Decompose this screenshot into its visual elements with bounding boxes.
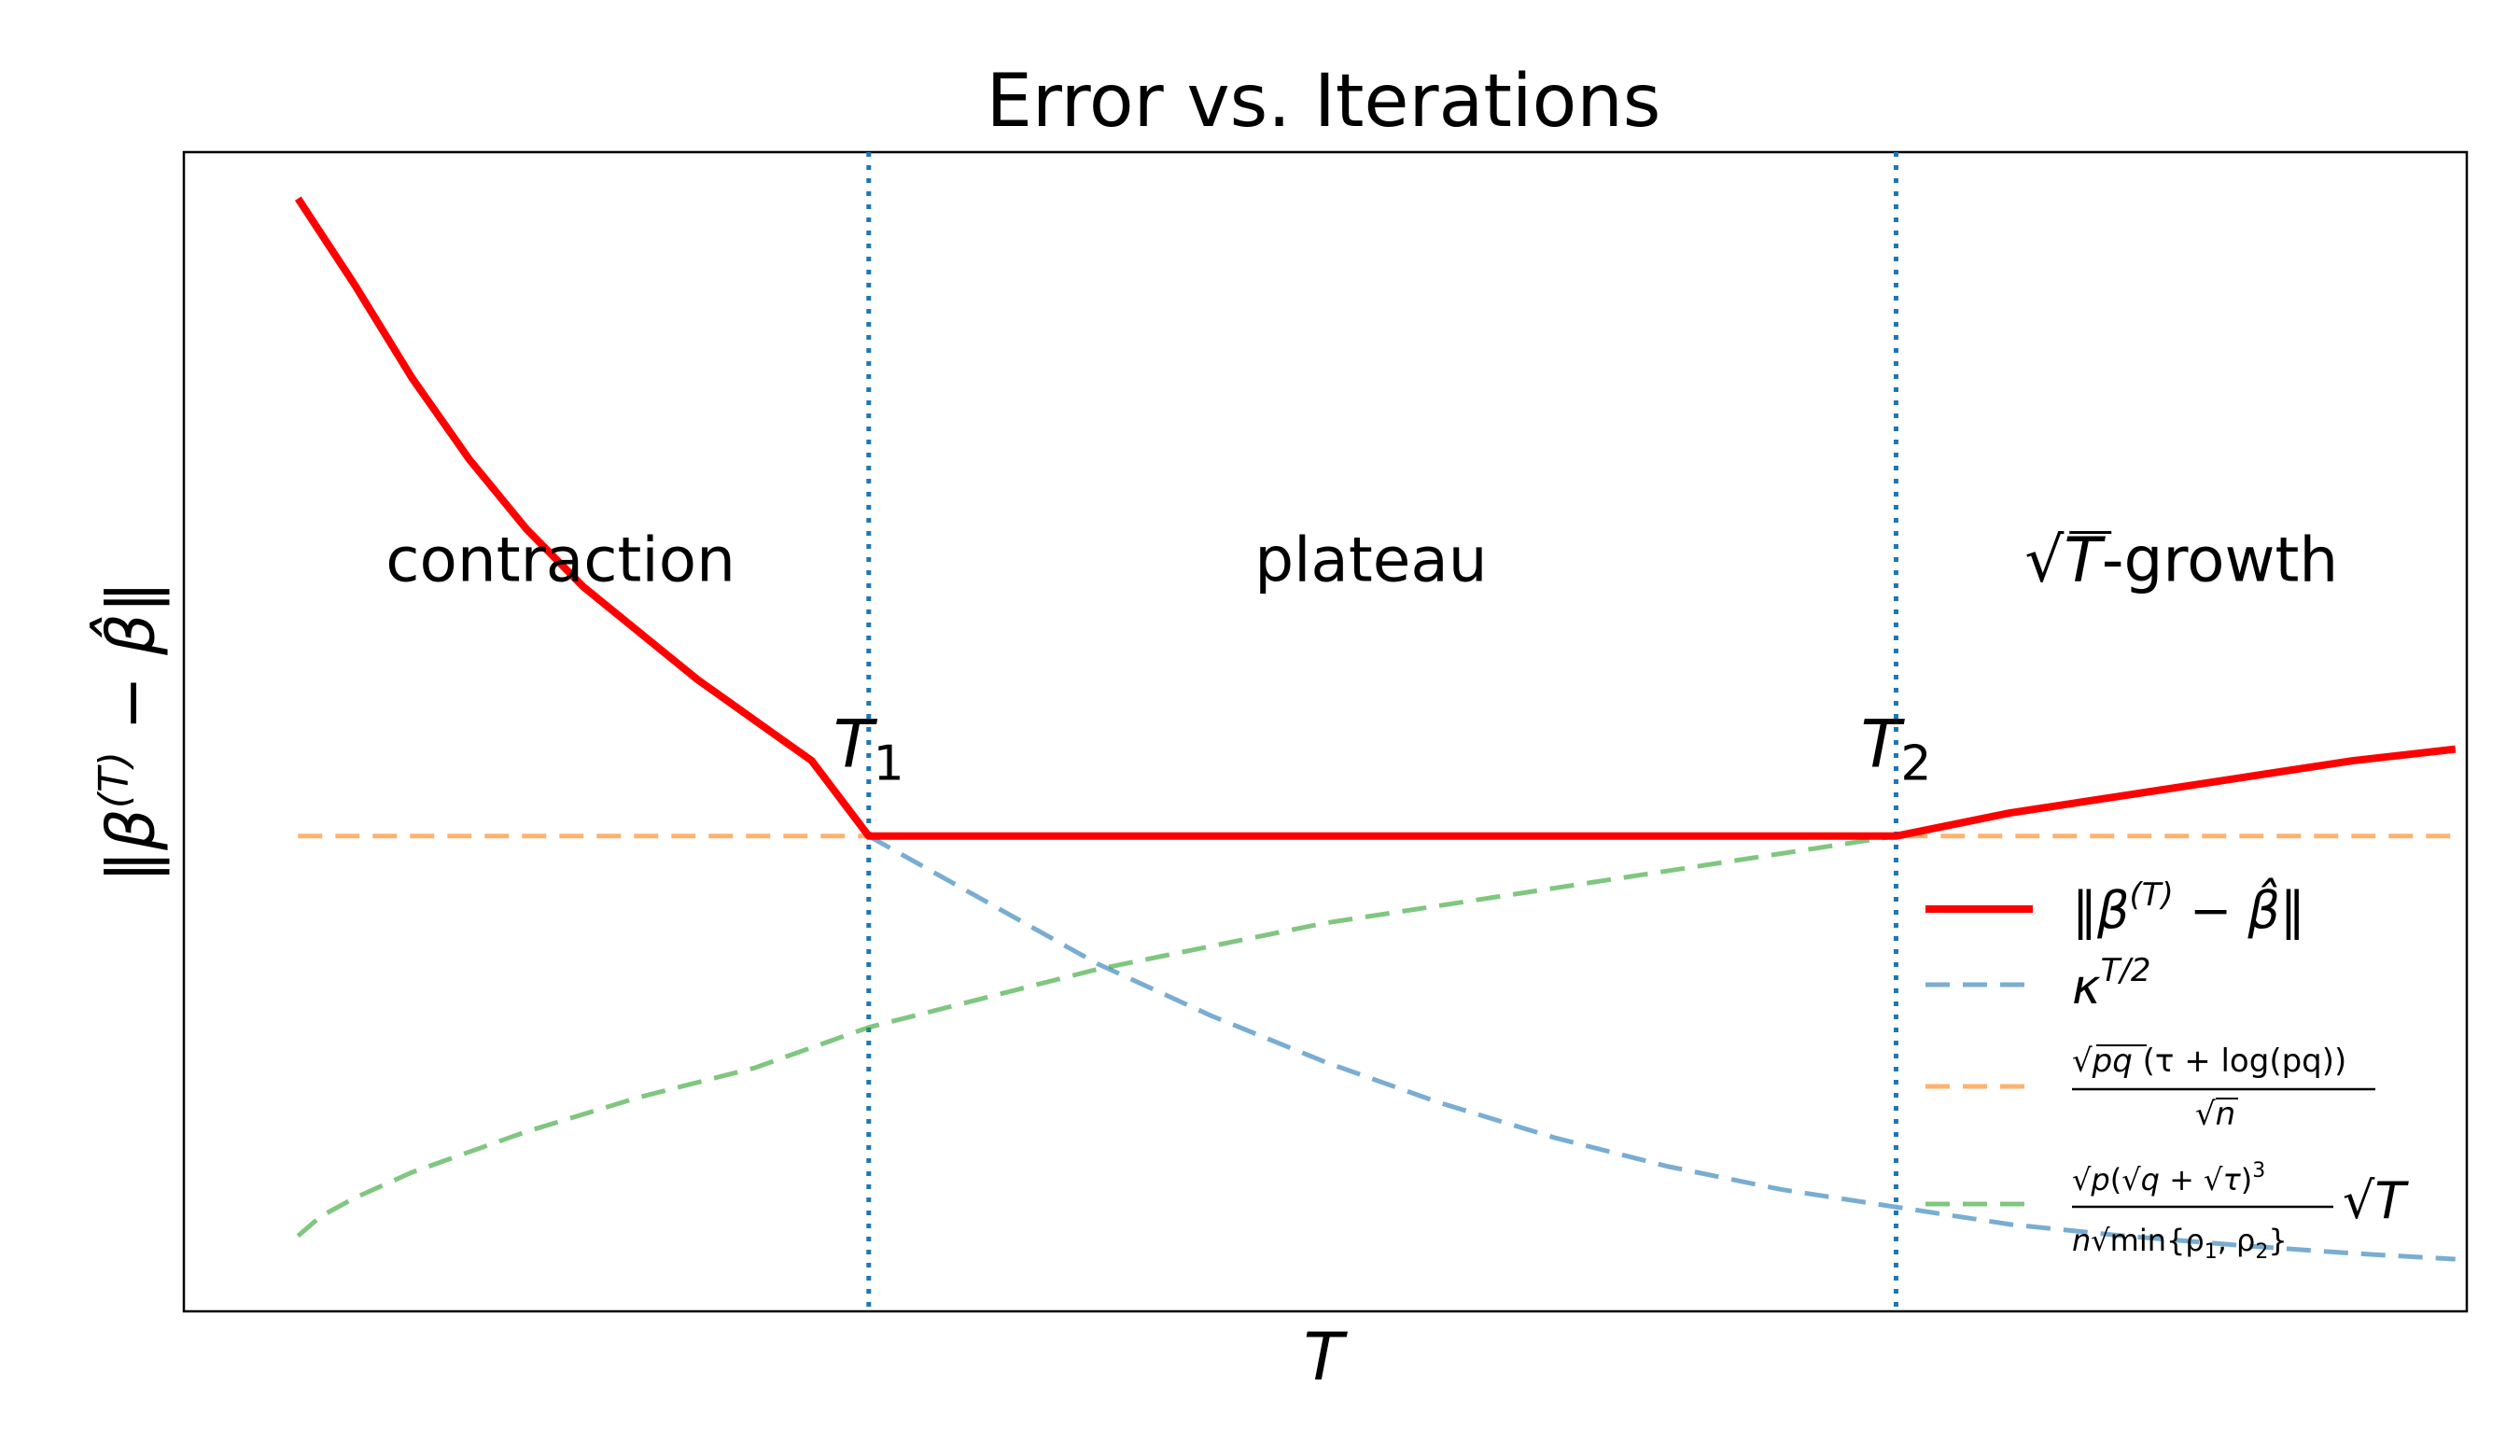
annotation-t2: T2 xyxy=(1861,706,1932,791)
series-kappa xyxy=(867,833,2456,1262)
chart-title: Error vs. Iterations xyxy=(987,60,1661,144)
legend-label-kappa: κT/2 xyxy=(2072,952,2151,1015)
legend: ‖β(T) − β̂‖ κT/2 √pq (τ + log(pq)) √n √p… xyxy=(1925,876,2409,1264)
svg-text:√n: √n xyxy=(2195,1096,2235,1133)
svg-text:n√min{ρ1, ρ2}: n√min{ρ1, ρ2} xyxy=(2072,1223,2288,1264)
svg-text:√p(√q + √τ)3: √p(√q + √τ)3 xyxy=(2072,1159,2265,1197)
y-label-beta-hat: β̂ xyxy=(90,613,170,656)
series-growth xyxy=(296,833,1897,1239)
svg-text:√T: √T xyxy=(2343,1171,2409,1230)
legend-label-error: ‖β(T) − β̂‖ xyxy=(2072,876,2305,940)
y-label-norm-close: ‖ xyxy=(93,581,170,613)
series-lines xyxy=(294,196,2457,1262)
y-label-superscript: (T) xyxy=(91,751,138,808)
region-annotations: contraction plateau √T-growth T1 T2 xyxy=(385,525,2338,792)
legend-label-stat-error: √pq (τ + log(pq)) √n xyxy=(2072,1043,2375,1133)
annotation-contraction: contraction xyxy=(385,525,735,596)
annotation-plateau: plateau xyxy=(1254,525,1487,596)
svg-text:√pq (τ + log(pq)): √pq (τ + log(pq)) xyxy=(2072,1043,2346,1080)
y-label-norm-beta: ‖β xyxy=(93,808,170,883)
x-axis-label: T xyxy=(1304,1319,1349,1395)
y-axis-label: ‖β(T) − β̂‖ xyxy=(90,581,170,883)
vertical-markers xyxy=(866,152,1898,1311)
plot-frame xyxy=(182,150,2469,1313)
y-label-minus: − xyxy=(93,655,170,751)
annotation-sqrt-t-growth: √T-growth xyxy=(2024,525,2338,596)
legend-label-growth: √p(√q + √τ)3 n√min{ρ1, ρ2} √T xyxy=(2072,1159,2409,1264)
annotation-t1: T1 xyxy=(833,706,904,791)
series-error-norm xyxy=(294,196,2457,840)
